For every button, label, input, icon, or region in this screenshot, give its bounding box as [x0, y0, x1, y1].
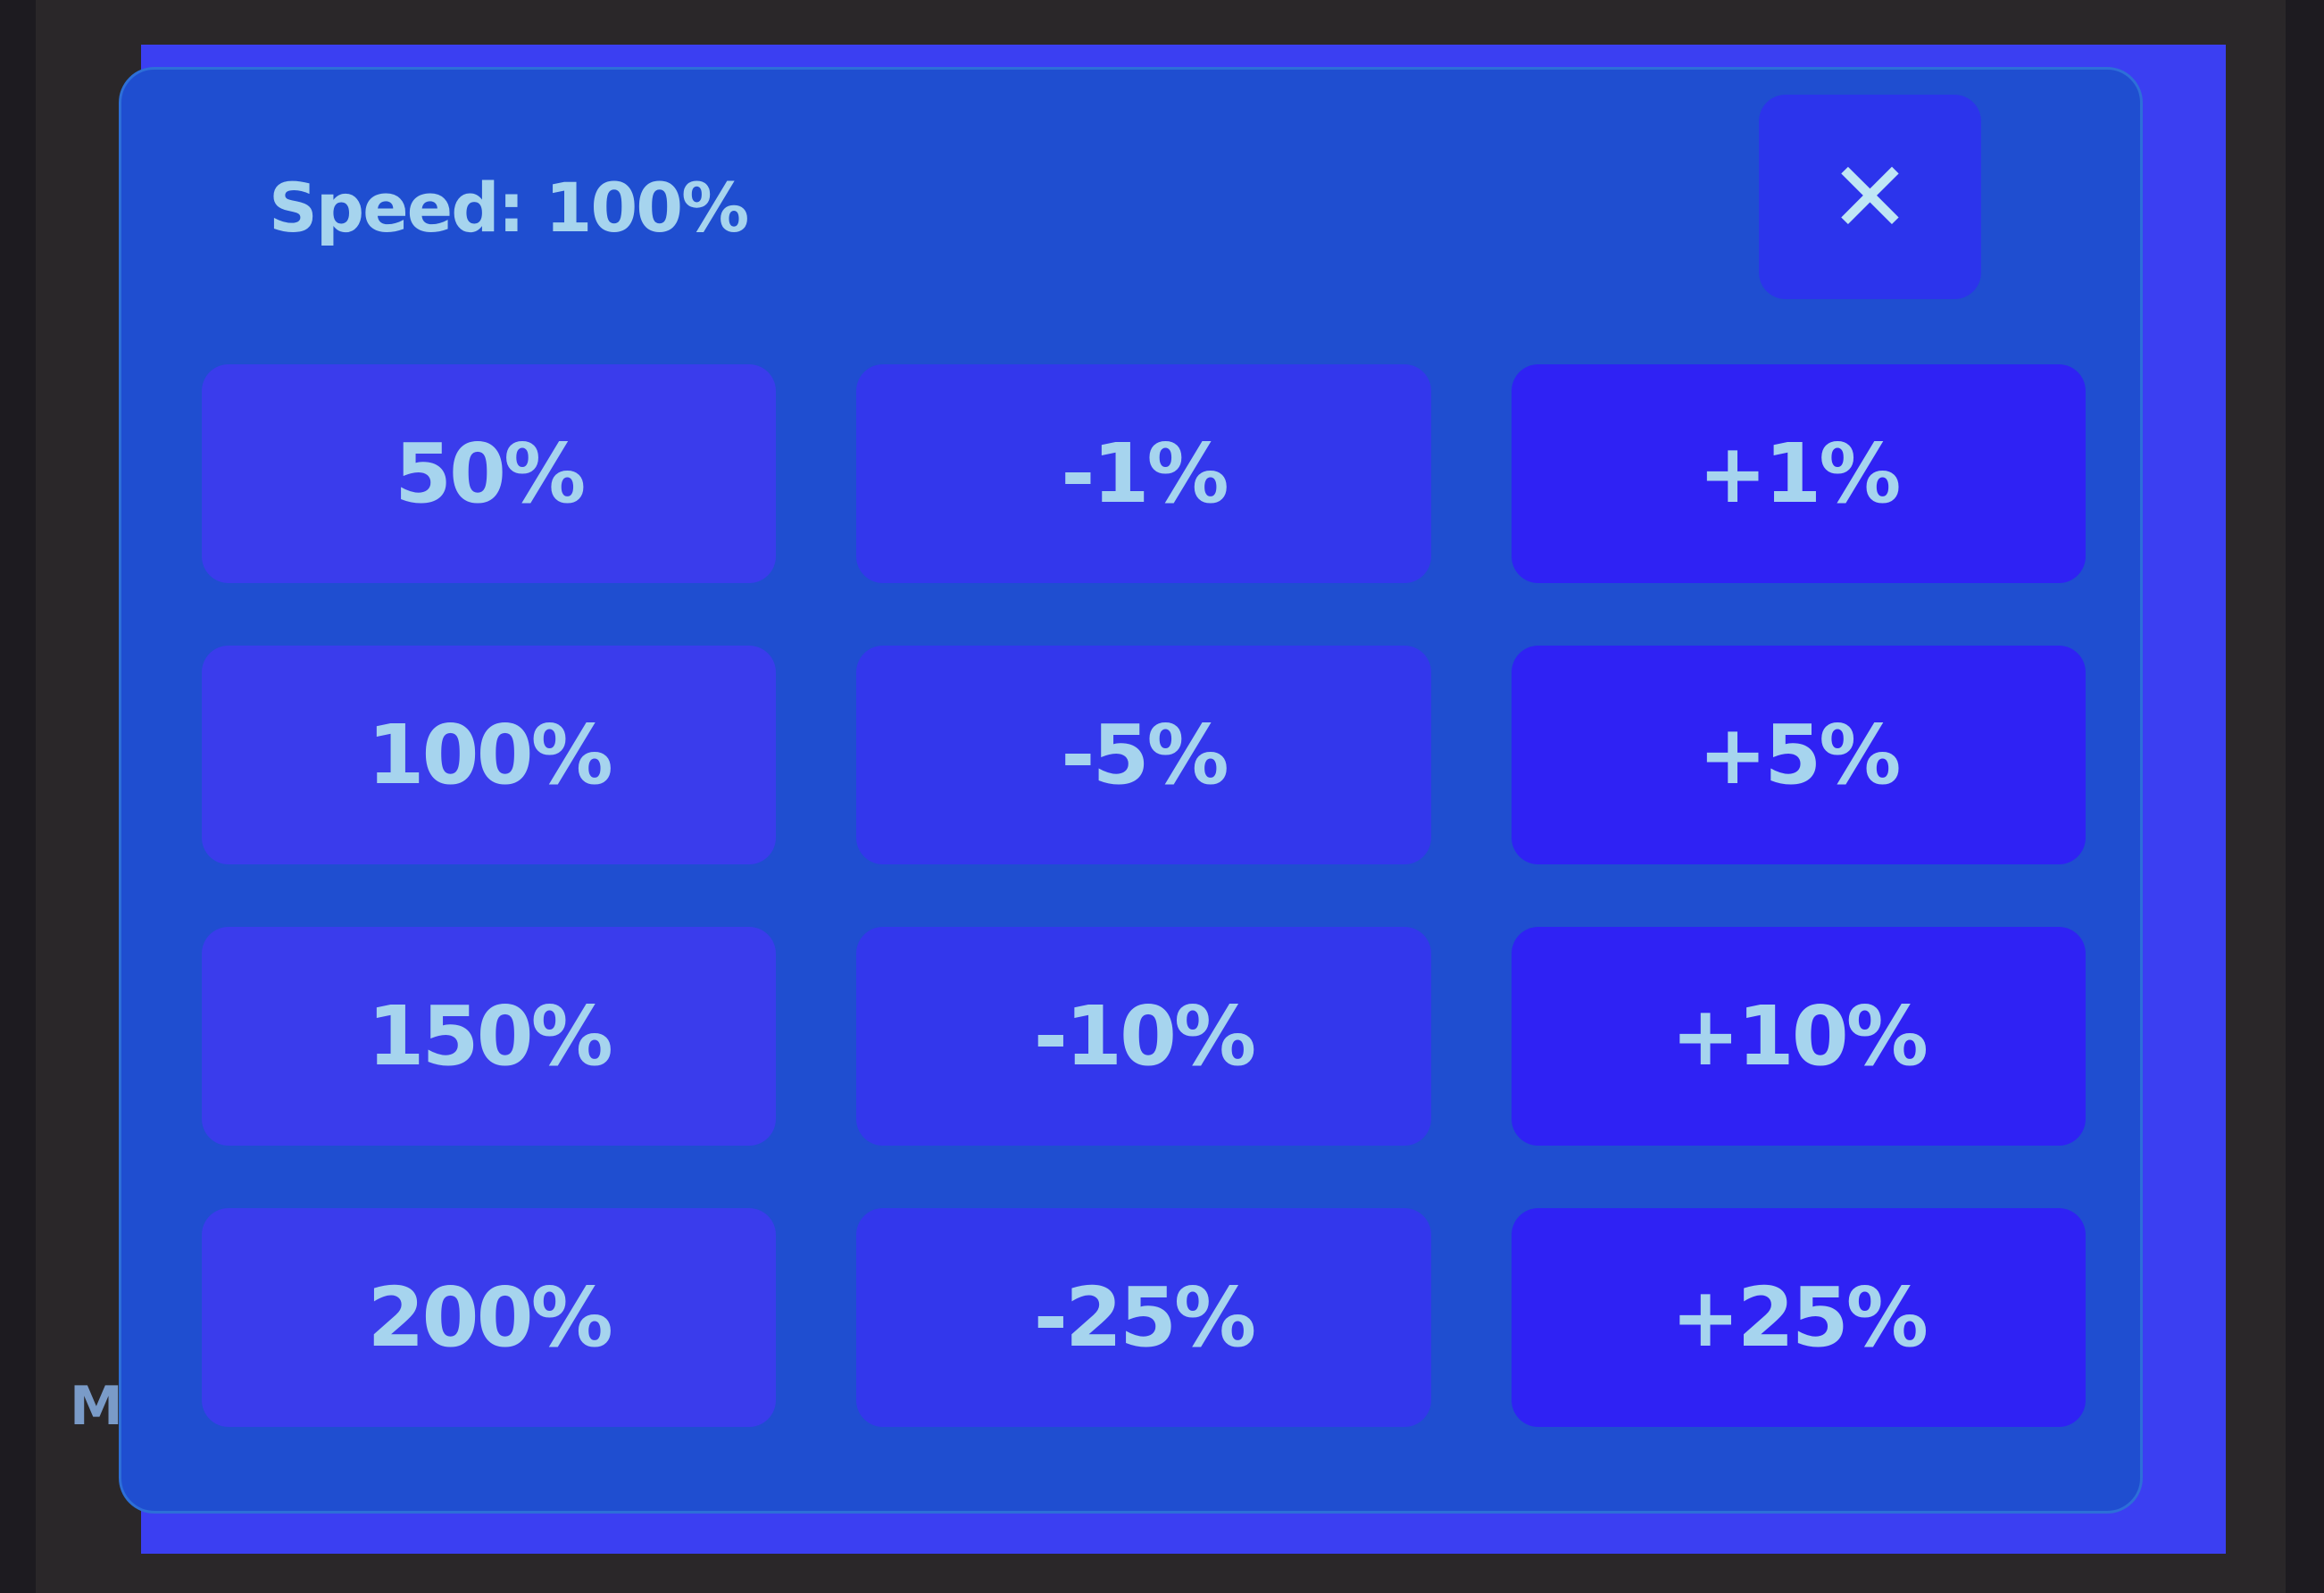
close-button[interactable]: ✕	[1759, 95, 1981, 299]
speed-plus-5-button[interactable]: +5%	[1511, 646, 2086, 864]
speed-dialog: Speed: 100% ✕ 50% -1% +1% 100% -5% +5% 1…	[119, 67, 2143, 1514]
speed-minus-5-button[interactable]: -5%	[856, 646, 1431, 864]
dialog-title: Speed: 100%	[269, 168, 749, 247]
speed-plus-10-button[interactable]: +10%	[1511, 927, 2086, 1146]
speed-50-button[interactable]: 50%	[202, 364, 777, 583]
close-icon: ✕	[1828, 139, 1912, 254]
speed-150-button[interactable]: 150%	[202, 927, 777, 1146]
speed-minus-25-button[interactable]: -25%	[856, 1208, 1431, 1427]
background-label-fragment: M	[70, 1375, 123, 1438]
speed-100-button[interactable]: 100%	[202, 646, 777, 864]
speed-button-grid: 50% -1% +1% 100% -5% +5% 150% -10% +10% …	[202, 364, 2086, 1427]
speed-minus-10-button[interactable]: -10%	[856, 927, 1431, 1146]
speed-plus-25-button[interactable]: +25%	[1511, 1208, 2086, 1427]
speed-200-button[interactable]: 200%	[202, 1208, 777, 1427]
speed-plus-1-button[interactable]: +1%	[1511, 364, 2086, 583]
speed-minus-1-button[interactable]: -1%	[856, 364, 1431, 583]
